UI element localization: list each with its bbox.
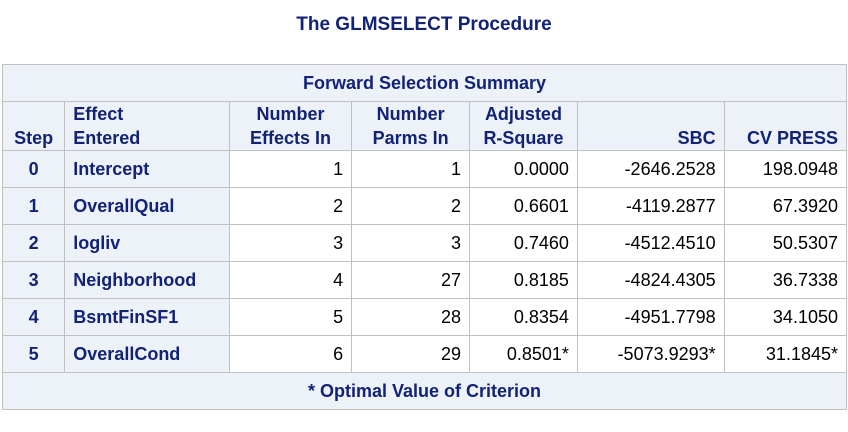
cv-press-cell: 50.5307	[723, 224, 848, 262]
col-header-cv-press: CV PRESS	[723, 101, 848, 151]
step-cell: 4	[1, 298, 66, 336]
col-header-adjusted-r-square: Adjusted R-Square	[469, 101, 578, 151]
col-header-effect-entered: Effect Entered	[64, 101, 230, 151]
sbc-cell: -4951.7798	[576, 298, 725, 336]
effects-in-cell: 6	[228, 335, 353, 373]
sbc-cell: -4824.4305	[576, 261, 725, 299]
sbc-cell: -4512.4510	[576, 224, 725, 262]
effects-in-cell: 3	[228, 224, 353, 262]
parms-in-cell: 28	[351, 298, 471, 336]
procedure-title: The GLMSELECT Procedure	[296, 14, 552, 35]
step-cell: 2	[1, 224, 66, 262]
table-row: 4 BsmtFinSF1 5 28 0.8354 -4951.7798 34.1…	[1, 298, 848, 336]
parms-in-cell: 29	[351, 335, 471, 373]
table-row: 5 OverallCond 6 29 0.8501* -5073.9293* 3…	[1, 335, 848, 373]
effect-cell: BsmtFinSF1	[64, 298, 230, 336]
parms-in-cell: 2	[351, 187, 471, 225]
cv-press-cell: 34.1050	[723, 298, 848, 336]
sbc-cell: -2646.2528	[576, 150, 725, 188]
cv-press-cell: 31.1845*	[723, 335, 848, 373]
parms-in-cell: 3	[351, 224, 471, 262]
table-row: 2 logliv 3 3 0.7460 -4512.4510 50.5307	[1, 224, 848, 262]
effect-cell: OverallCond	[64, 335, 230, 373]
effect-cell: Neighborhood	[64, 261, 230, 299]
effects-in-cell: 5	[228, 298, 353, 336]
adj-rsq-cell: 0.8501*	[469, 335, 578, 373]
parms-in-cell: 1	[351, 150, 471, 188]
parms-in-cell: 27	[351, 261, 471, 299]
effects-in-cell: 1	[228, 150, 353, 188]
table-row: 0 Intercept 1 1 0.0000 -2646.2528 198.09…	[1, 150, 848, 188]
sbc-cell: -4119.2877	[576, 187, 725, 225]
cv-press-cell: 198.0948	[723, 150, 848, 188]
effects-in-cell: 2	[228, 187, 353, 225]
adj-rsq-cell: 0.6601	[469, 187, 578, 225]
col-header-number-parms-in: Number Parms In	[351, 101, 471, 151]
adj-rsq-cell: 0.0000	[469, 150, 578, 188]
table-row: 1 OverallQual 2 2 0.6601 -4119.2877 67.3…	[1, 187, 848, 225]
column-header-row: Step Effect Entered Number Effects In Numb…	[1, 101, 848, 151]
effect-cell: logliv	[64, 224, 230, 262]
table-row: 3 Neighborhood 4 27 0.8185 -4824.4305 36…	[1, 261, 848, 299]
step-cell: 1	[1, 187, 66, 225]
col-header-step: Step	[1, 101, 66, 151]
effect-cell: OverallQual	[64, 187, 230, 225]
effect-cell: Intercept	[64, 150, 230, 188]
table-footnote: * Optimal Value of Criterion	[2, 372, 847, 410]
adj-rsq-cell: 0.7460	[469, 224, 578, 262]
step-cell: 5	[1, 335, 66, 373]
adj-rsq-cell: 0.8354	[469, 298, 578, 336]
effects-in-cell: 4	[228, 261, 353, 299]
forward-selection-summary-table: Forward Selection Summary Step Effect Ent…	[1, 64, 848, 410]
cv-press-cell: 67.3920	[723, 187, 848, 225]
col-header-number-effects-in: Number Effects In	[228, 101, 353, 151]
sbc-cell: -5073.9293*	[576, 335, 725, 373]
step-cell: 3	[1, 261, 66, 299]
col-header-sbc: SBC	[576, 101, 725, 151]
cv-press-cell: 36.7338	[723, 261, 848, 299]
table-caption: Forward Selection Summary	[2, 64, 847, 102]
step-cell: 0	[1, 150, 66, 188]
adj-rsq-cell: 0.8185	[469, 261, 578, 299]
